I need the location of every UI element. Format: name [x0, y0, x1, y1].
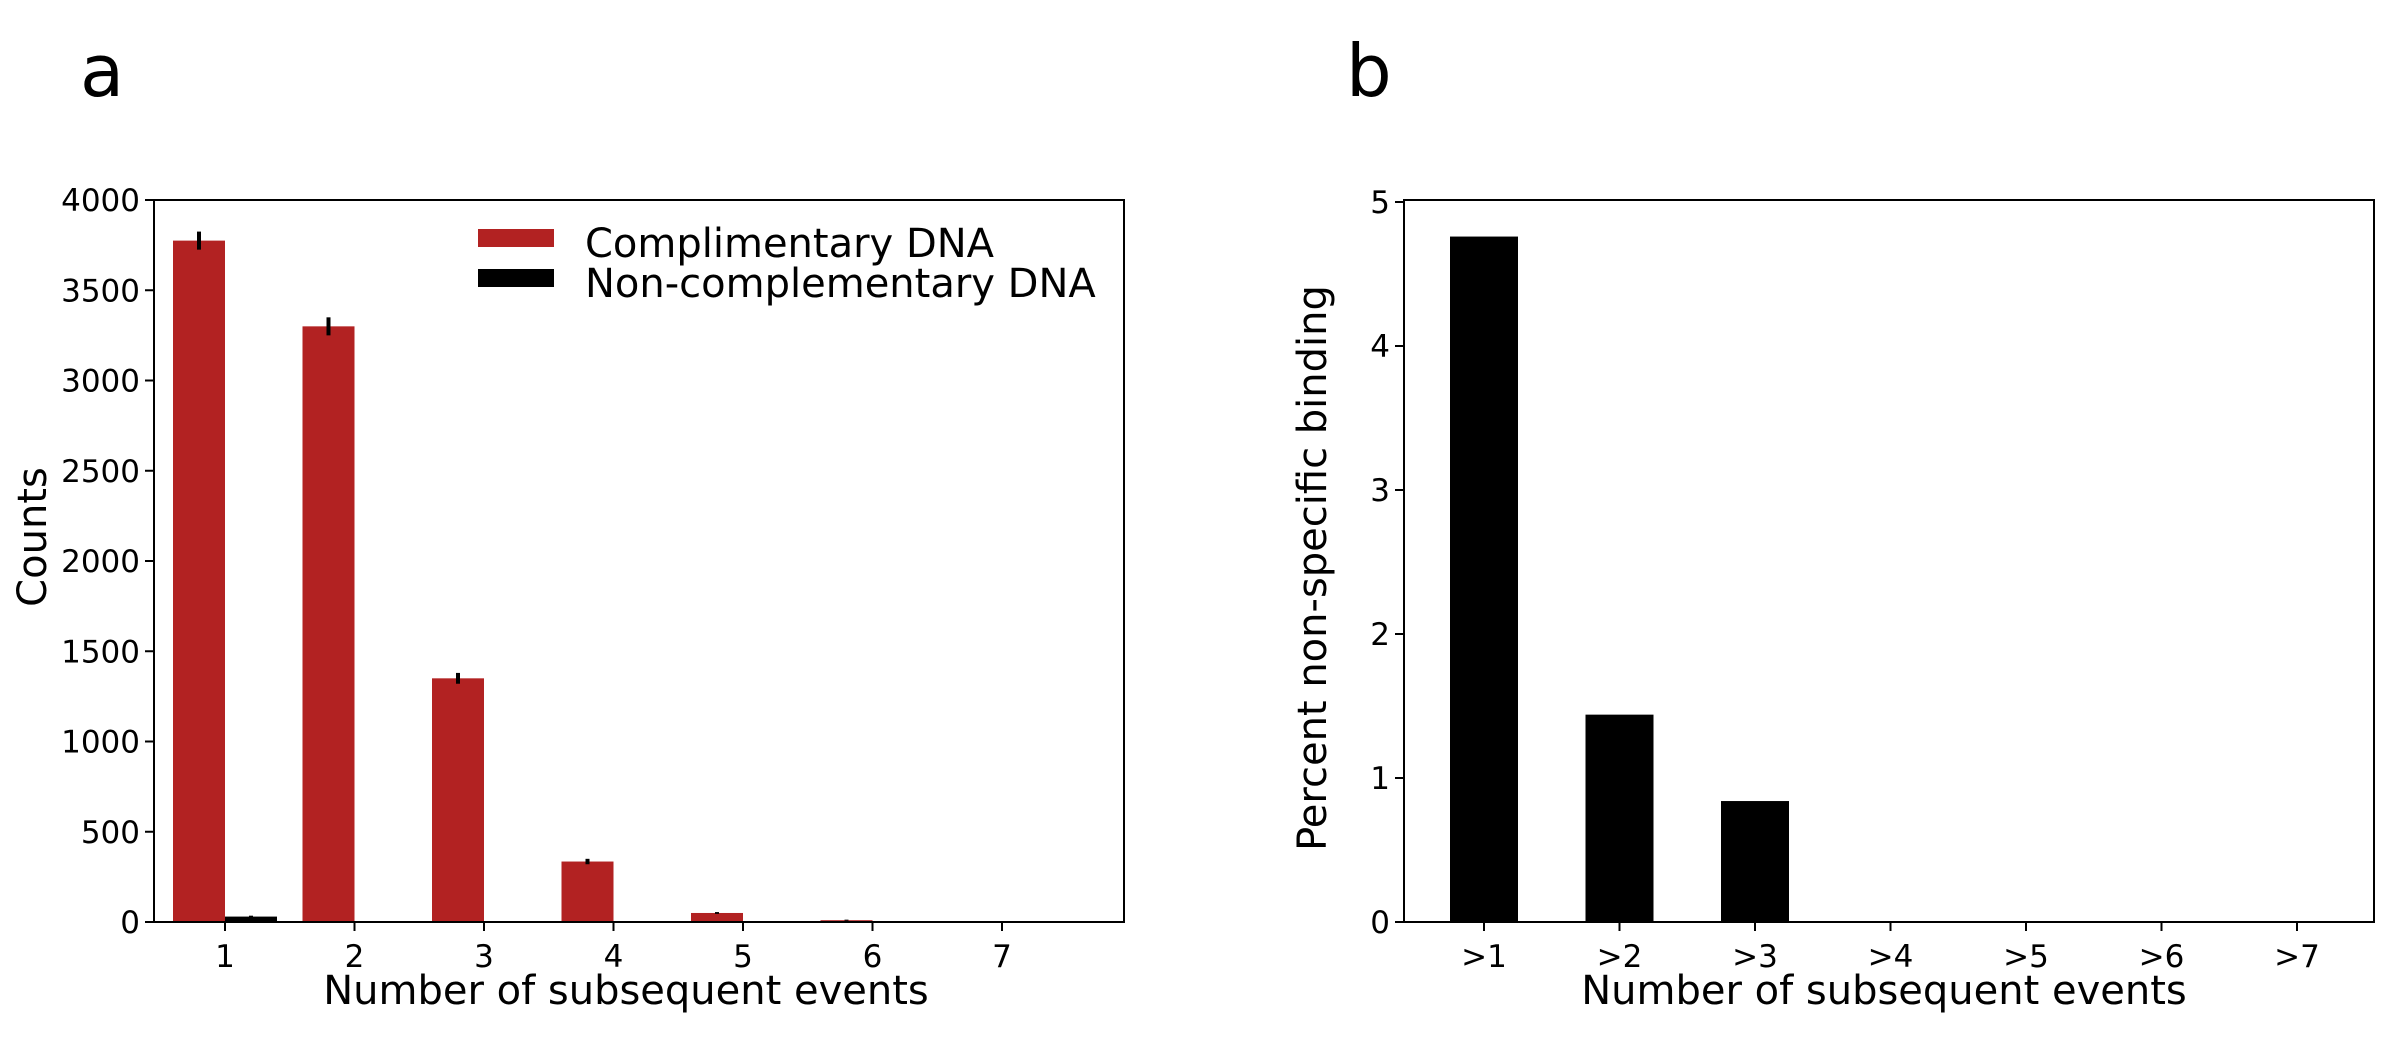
bar-complimentary-dna-1: [173, 240, 225, 923]
bar-2: [1585, 714, 1654, 922]
bar-complimentary-dna-4: [561, 861, 614, 922]
panel-a-x-ticks: 1 2 3 4 5 6 7: [215, 922, 1012, 975]
y-tick-label: 4000: [61, 183, 140, 219]
panel-a-bars: [173, 231, 873, 923]
x-tick-label: 5: [733, 939, 753, 975]
panel-b-x-ticks: >1 >2 >3 >4 >5 >6 >7: [1461, 922, 2320, 975]
bar-1: [1450, 236, 1518, 922]
y-tick-label: 5: [1370, 185, 1390, 221]
bar-complimentary-dna-2: [302, 326, 355, 923]
x-tick-label: >4: [1868, 939, 1914, 975]
panel-a-legend: Complimentary DNA Non-complementary DNA: [478, 221, 1096, 307]
panel-a-y-ticks: 0 500 1000 1500 2000 2500 3000 3500 4000: [61, 183, 154, 941]
panel-b-y-ticks: 0 1 2 3 4 5: [1370, 185, 1404, 941]
legend-label-complimentary-dna: Complimentary DNA: [585, 221, 995, 267]
panel-a-label: a: [80, 29, 124, 113]
panel-a-x-axis-label: Number of subsequent events: [323, 968, 929, 1014]
x-tick-label: >3: [1732, 939, 1778, 975]
panel-a-y-axis-label: Counts: [10, 467, 56, 607]
y-tick-label: 0: [120, 905, 140, 941]
y-tick-label: 3500: [61, 273, 140, 309]
y-tick-label: 3000: [61, 364, 140, 400]
x-tick-label: 6: [863, 939, 883, 975]
y-tick-label: 4: [1370, 329, 1390, 365]
panel-b-x-axis-label: Number of subsequent events: [1581, 968, 2187, 1014]
legend-swatch-complimentary-dna: [478, 229, 554, 247]
y-tick-label: 2500: [61, 454, 140, 490]
x-tick-label: 2: [345, 939, 365, 975]
y-tick-label: 2000: [61, 544, 140, 580]
x-tick-label: >1: [1461, 939, 1507, 975]
x-tick-label: 4: [604, 939, 624, 975]
y-tick-label: 0: [1370, 905, 1390, 941]
bar-complimentary-dna-5: [691, 912, 743, 922]
bar-complimentary-dna-3: [432, 678, 484, 922]
panel-b-plot-frame: [1403, 199, 2375, 923]
legend-swatch-non-complementary-dna: [478, 269, 554, 287]
bar-non-complementary-dna-1: [225, 916, 277, 922]
legend-label-non-complementary-dna: Non-complementary DNA: [585, 261, 1096, 307]
panel-b-y-axis-label: Percent non-specific binding: [1290, 285, 1336, 851]
x-tick-label: 3: [474, 939, 494, 975]
y-tick-label: 1: [1370, 761, 1390, 797]
panel-b-chart: b Percent non-specific binding Number of…: [1290, 29, 2375, 1014]
y-tick-label: 2: [1370, 617, 1390, 653]
x-tick-label: 1: [215, 939, 235, 975]
y-tick-label: 3: [1370, 473, 1390, 509]
x-tick-label: >2: [1597, 939, 1643, 975]
x-tick-label: >6: [2139, 939, 2185, 975]
panel-a-plot-frame: [153, 199, 1125, 923]
x-tick-label: >7: [2274, 939, 2320, 975]
y-tick-label: 500: [81, 815, 140, 851]
bar-3: [1721, 801, 1789, 922]
panel-b-label: b: [1346, 29, 1392, 113]
y-tick-label: 1500: [61, 634, 140, 670]
panel-b-bars: [1450, 236, 1789, 922]
x-tick-label: >5: [2003, 939, 2049, 975]
panel-a-chart: a Counts Number of subsequent events 050…: [10, 29, 1125, 1014]
y-tick-label: 1000: [61, 725, 140, 761]
x-tick-label: 7: [992, 939, 1012, 975]
